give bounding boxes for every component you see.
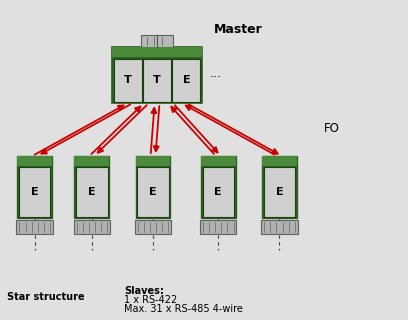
Text: E: E <box>31 187 38 197</box>
Bar <box>141 35 173 47</box>
Bar <box>261 220 298 234</box>
Bar <box>16 220 53 234</box>
Bar <box>135 156 171 218</box>
Text: Max. 31 x RS-485 4-wire: Max. 31 x RS-485 4-wire <box>124 304 243 314</box>
Text: Master: Master <box>214 23 263 36</box>
Bar <box>17 156 52 166</box>
Text: E: E <box>276 187 283 197</box>
Bar <box>201 156 236 166</box>
Bar <box>114 59 142 102</box>
Bar <box>112 47 202 57</box>
Bar <box>201 156 236 218</box>
Bar <box>73 220 110 234</box>
Bar <box>74 156 109 166</box>
Bar <box>137 167 169 217</box>
Bar <box>135 156 171 166</box>
Text: T: T <box>153 75 161 85</box>
Bar <box>112 47 202 103</box>
Bar <box>264 167 295 217</box>
Bar <box>143 59 171 102</box>
Text: ...: ... <box>209 67 221 80</box>
Text: Star structure: Star structure <box>7 292 85 302</box>
Text: T: T <box>124 75 132 85</box>
Bar <box>135 220 171 234</box>
Text: E: E <box>215 187 222 197</box>
Text: E: E <box>149 187 157 197</box>
Bar <box>172 59 200 102</box>
Text: E: E <box>88 187 95 197</box>
Text: 1 x RS-422: 1 x RS-422 <box>124 295 178 305</box>
Bar <box>262 156 297 166</box>
Text: Slaves:: Slaves: <box>124 286 164 296</box>
Bar <box>74 156 109 218</box>
Text: E: E <box>182 75 190 85</box>
Bar <box>203 167 234 217</box>
Bar <box>19 167 51 217</box>
Bar <box>17 156 52 218</box>
Bar <box>76 167 108 217</box>
Bar <box>262 156 297 218</box>
Bar <box>200 220 237 234</box>
Text: FO: FO <box>324 122 340 134</box>
